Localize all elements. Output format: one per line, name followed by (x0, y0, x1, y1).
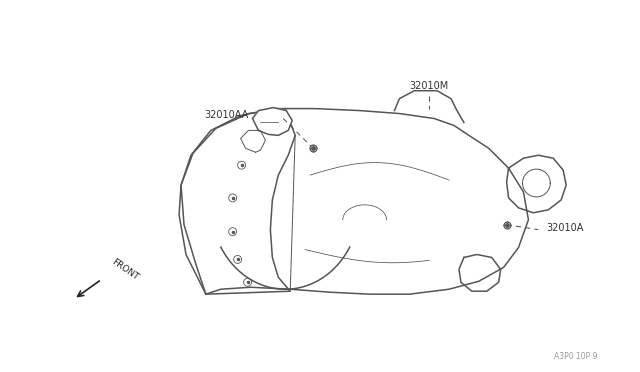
Polygon shape (253, 108, 292, 135)
Text: 32010AA: 32010AA (204, 109, 248, 119)
Text: A3P0 10P 9: A3P0 10P 9 (554, 352, 598, 361)
Polygon shape (241, 131, 266, 152)
Text: FRONT: FRONT (109, 257, 140, 282)
Text: 32010M: 32010M (410, 81, 449, 91)
Text: 32010A: 32010A (547, 223, 584, 233)
